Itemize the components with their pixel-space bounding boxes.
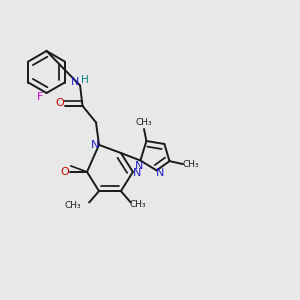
Text: F: F — [37, 92, 44, 102]
Text: CH₃: CH₃ — [65, 201, 82, 210]
Text: N: N — [70, 77, 79, 88]
Text: H: H — [81, 75, 88, 85]
Text: CH₃: CH₃ — [183, 160, 200, 169]
Text: N: N — [156, 168, 164, 178]
Text: CH₃: CH₃ — [136, 118, 152, 127]
Text: CH₃: CH₃ — [129, 200, 146, 209]
Text: N: N — [133, 168, 141, 178]
Text: O: O — [61, 167, 70, 177]
Text: N: N — [91, 140, 99, 150]
Text: O: O — [55, 98, 64, 109]
Text: N: N — [135, 161, 143, 171]
